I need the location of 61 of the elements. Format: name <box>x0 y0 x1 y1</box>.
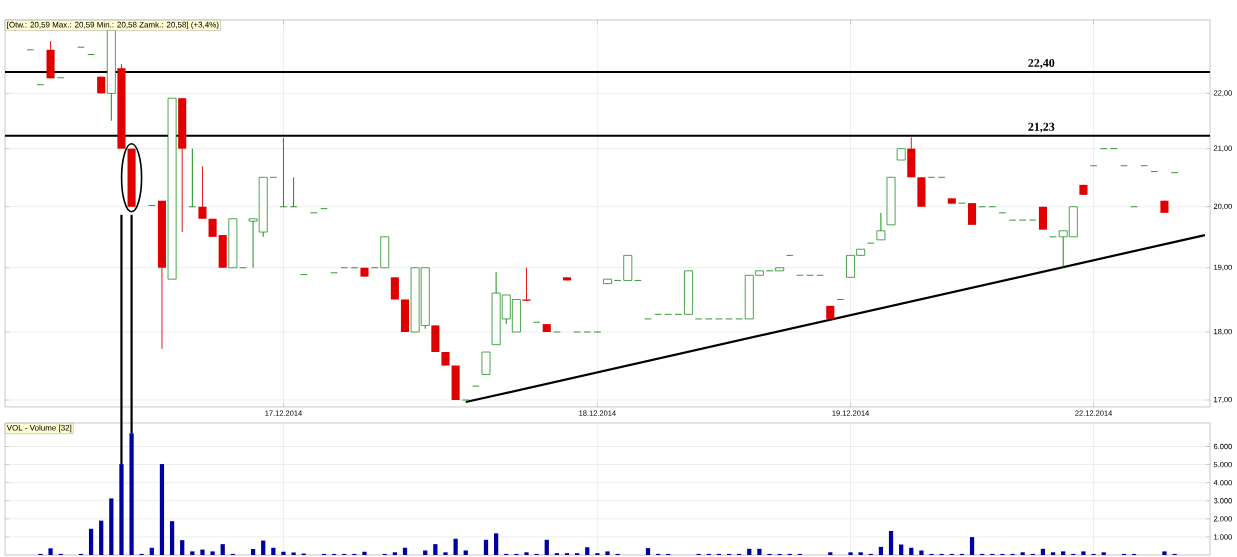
bar <box>159 464 165 555</box>
bar <box>585 547 590 555</box>
ref-line-label: 21,23 <box>1028 122 1055 133</box>
bar <box>1162 551 1167 555</box>
bar <box>605 551 610 555</box>
bar <box>1101 552 1106 555</box>
ref-line-label: 22,40 <box>1028 58 1055 69</box>
bar <box>747 548 752 555</box>
candlestick <box>188 148 197 208</box>
bar <box>119 464 124 555</box>
bar <box>210 551 215 555</box>
bar <box>423 550 428 555</box>
bar <box>544 539 549 555</box>
bar <box>888 530 894 555</box>
bar <box>645 548 651 555</box>
candlestick <box>968 202 977 226</box>
candlestick <box>481 351 491 375</box>
bar <box>878 546 884 555</box>
bar <box>180 540 185 555</box>
bar <box>483 539 489 555</box>
bar <box>149 547 154 555</box>
bar <box>858 552 863 555</box>
candlestick <box>289 176 298 208</box>
bar <box>190 551 195 555</box>
bar <box>392 552 397 555</box>
bar <box>1040 548 1046 555</box>
bar <box>281 551 286 555</box>
bar <box>463 550 468 555</box>
bar <box>271 547 276 555</box>
candlestick <box>876 212 886 241</box>
bar <box>1061 551 1066 555</box>
bar <box>848 552 853 555</box>
bar <box>1081 551 1086 555</box>
bar <box>1050 552 1056 555</box>
candlestick <box>198 165 207 220</box>
bar <box>109 498 114 555</box>
bar <box>99 520 104 555</box>
bar <box>828 552 833 555</box>
bar <box>402 547 408 555</box>
bar <box>362 551 367 555</box>
bar <box>220 544 225 555</box>
bar <box>453 538 458 555</box>
bar <box>433 544 438 555</box>
bar <box>261 540 266 555</box>
bar <box>250 549 256 555</box>
candlestick <box>522 267 531 302</box>
bar <box>200 549 205 555</box>
bar <box>909 547 914 555</box>
bar <box>48 548 53 555</box>
bar <box>757 548 762 555</box>
bar <box>169 521 175 555</box>
candlestick <box>279 137 288 208</box>
bar <box>291 552 296 555</box>
bar <box>524 552 529 555</box>
bar <box>919 550 924 555</box>
bar <box>1020 552 1025 555</box>
bar <box>129 433 134 555</box>
bar <box>443 552 448 555</box>
bar <box>493 533 499 555</box>
bar <box>88 528 94 555</box>
bar <box>969 537 975 555</box>
